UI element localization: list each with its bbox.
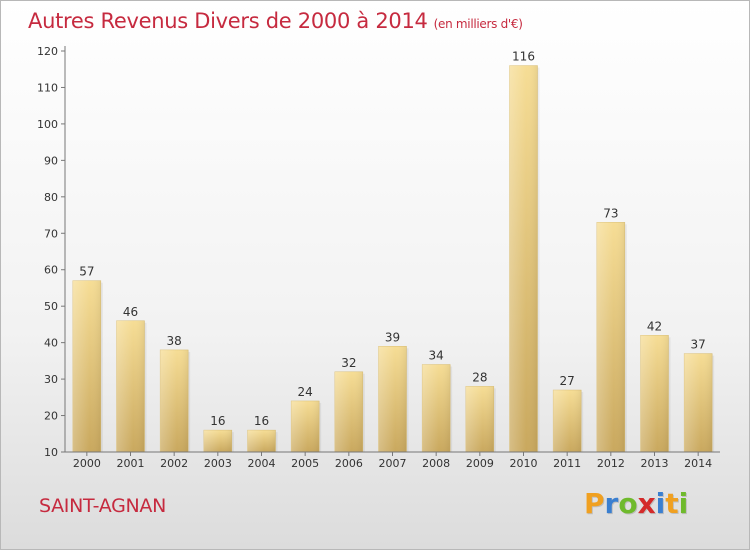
x-tick-label: 2005 [291,457,319,470]
logo-letter: P [584,487,605,520]
y-tick-label: 80 [44,191,58,204]
bar-value-label: 34 [429,349,444,363]
logo-letter: o [618,487,638,520]
y-axis: 10 20 30 40 50 60 70 80 90 100 110 120 [37,45,66,459]
bar-value-label: 16 [254,414,269,428]
bar-value-label: 27 [560,374,575,388]
logo-letter: i [678,487,689,520]
bar-sheen [422,364,451,452]
commune-name: SAINT-AGNAN [39,495,167,517]
y-tick-label: 30 [44,373,58,386]
bar-value-label: 46 [123,305,138,319]
x-tick-label: 2007 [379,457,407,470]
bar-sheen [334,371,363,452]
bar-value-label: 38 [167,334,182,348]
y-tick-label: 100 [37,118,58,131]
x-tick-label: 2001 [117,457,145,470]
y-tick-label: 90 [44,154,58,167]
proxiti-logo[interactable]: Proxiti [584,487,688,520]
x-tick-label: 2002 [160,457,188,470]
y-tick-label: 10 [44,446,58,459]
chart-title-text: Autres Revenus Divers de 2000 à 2014 [28,9,428,33]
bar-sheen [72,280,101,452]
y-tick-label: 70 [44,227,58,240]
bar-sheen [509,65,538,452]
bar-value-label: 39 [385,330,400,344]
x-tick-label: 2006 [335,457,363,470]
bar-sheen [116,320,145,452]
y-tick-label: 60 [44,264,58,277]
x-tick-label: 2003 [204,457,232,470]
bar-sheen [553,390,582,452]
bar-sheen [378,346,407,452]
x-tick-label: 2004 [248,457,276,470]
x-tick-label: 2013 [641,457,669,470]
x-tick-label: 2000 [73,457,101,470]
x-tick-label: 2012 [597,457,625,470]
x-axis: 2000 2001 2002 2003 2004 2005 2006 2007 2008 2009… [65,451,720,470]
logo-letter: i [655,487,666,520]
bar-sheen [247,430,276,452]
bar-sheen [596,222,625,452]
bar-value-label: 24 [298,385,313,399]
x-tick-label: 2010 [510,457,538,470]
y-tick-label: 20 [44,410,58,423]
y-tick-label: 120 [37,45,58,58]
x-tick-label: 2011 [553,457,581,470]
chart-title: Autres Revenus Divers de 2000 à 2014 (en … [28,9,523,33]
bar-value-label: 32 [341,356,356,370]
y-tick-label: 50 [44,300,58,313]
x-tick-label: 2009 [466,457,494,470]
bar-sheen [160,349,189,452]
bar-value-label: 73 [603,206,618,220]
x-tick-label: 2008 [422,457,450,470]
bar-sheen [684,353,713,452]
chart-unit-note: (en milliers d'€) [433,17,523,31]
bar-value-label: 16 [210,414,225,428]
logo-letter: x [637,487,656,520]
bar-value-label: 116 [512,50,535,64]
y-tick-label: 40 [44,337,58,350]
x-tick-label: 2014 [684,457,712,470]
bar-value-label: 37 [691,338,706,352]
bar-value-label: 57 [79,265,94,279]
bar-sheen [291,400,320,452]
bar-value-label: 42 [647,319,662,333]
bars: 57 46 38 16 16 24 32 39 34 28 116 27 73 42 37 [72,50,715,453]
bar-sheen [640,335,669,452]
logo-letter: r [604,487,619,520]
bar-sheen [203,430,232,452]
y-tick-label: 110 [37,81,58,94]
bar-value-label: 28 [472,370,487,384]
bar-sheen [465,386,494,452]
logo-letter: t [665,487,679,520]
